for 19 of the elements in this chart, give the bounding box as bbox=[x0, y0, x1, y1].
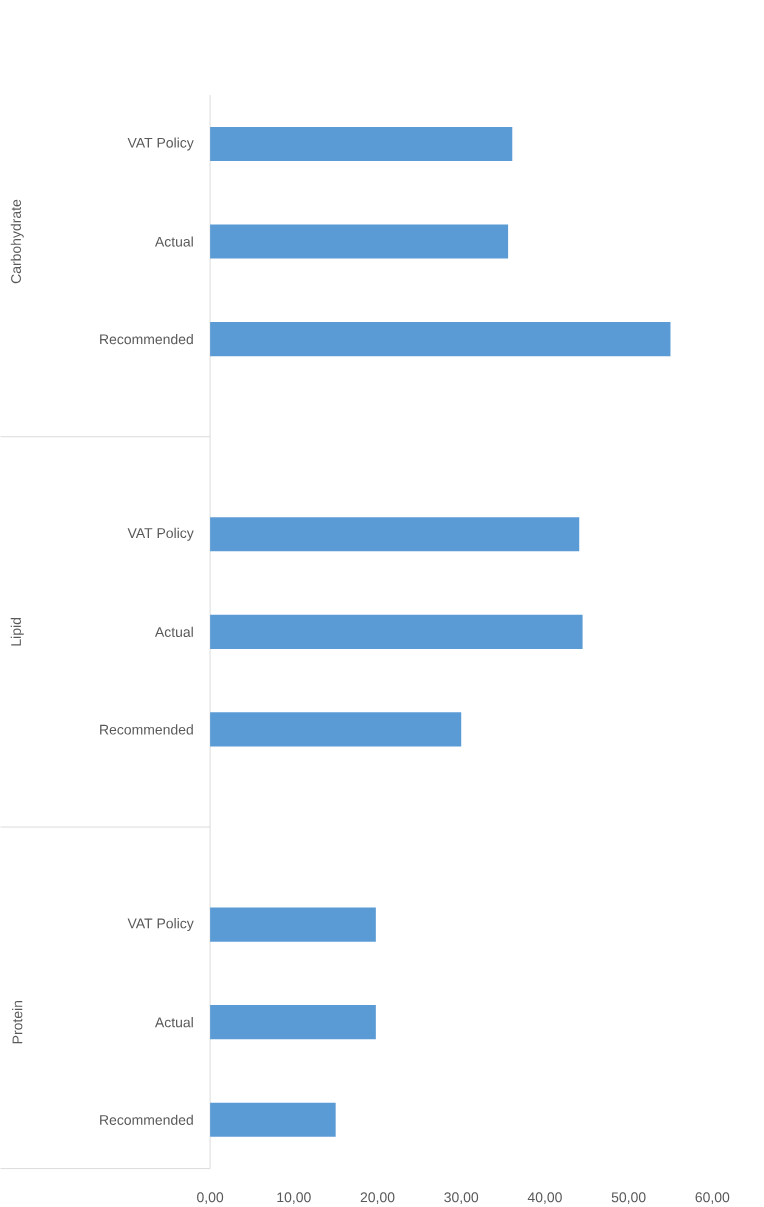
y-tick-label: Recommended bbox=[99, 1114, 193, 1125]
text: Lipid bbox=[10, 618, 24, 646]
y-tick-label: Recommended bbox=[99, 724, 193, 735]
x-tick-label: 30,00 bbox=[444, 1192, 478, 1204]
text: Protein bbox=[11, 1000, 23, 1044]
x-tick-label: 10,00 bbox=[277, 1192, 311, 1204]
y-tick-label: VAT Policy bbox=[127, 137, 194, 151]
y-tick-label: Recommended bbox=[99, 333, 193, 345]
y-tick-label: VAT Policy bbox=[127, 918, 194, 932]
x-tick-label: 40,00 bbox=[527, 1192, 562, 1204]
y-tick-label: Actual bbox=[154, 236, 193, 247]
y-tick-label: Actual bbox=[154, 626, 193, 637]
y-tick-label: VAT Policy bbox=[127, 527, 194, 541]
x-tick-label: 50,00 bbox=[611, 1192, 646, 1204]
text: Carbohydrate bbox=[10, 199, 24, 284]
x-tick-label: 20,00 bbox=[360, 1192, 395, 1204]
y-tick-label: Actual bbox=[154, 1017, 193, 1028]
x-tick-label: 60,00 bbox=[695, 1192, 730, 1204]
x-tick-label: 0,00 bbox=[196, 1192, 223, 1204]
